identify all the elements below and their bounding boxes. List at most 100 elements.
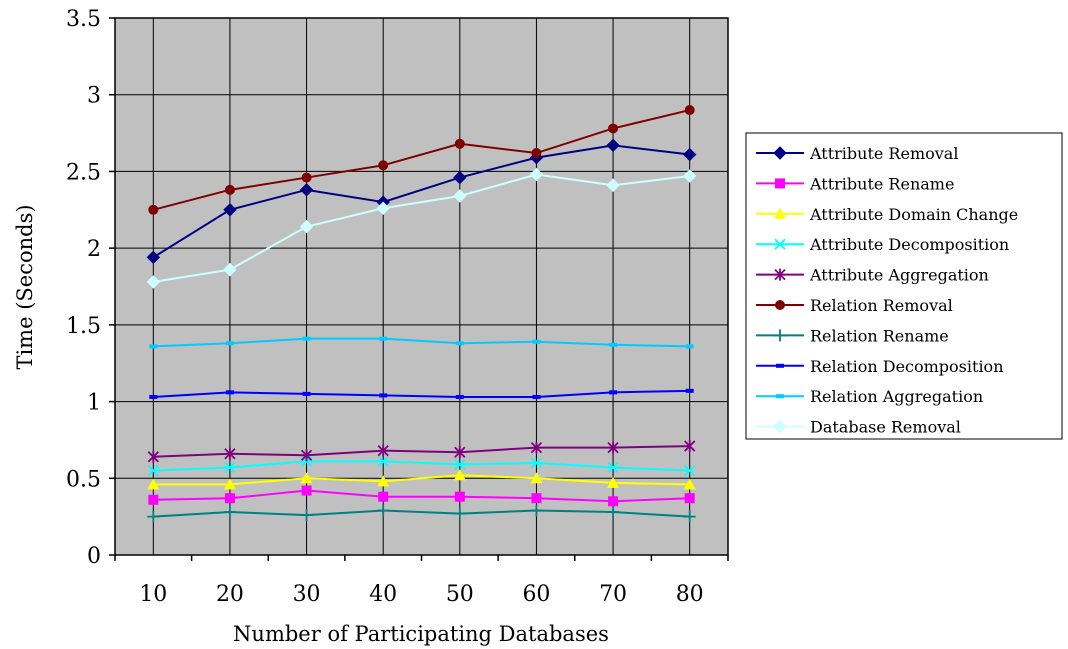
series-line [153,337,690,348]
data-point [379,336,388,341]
legend-item: Attribute Decomposition [756,235,1009,254]
data-point [530,472,543,484]
data-point [300,449,313,462]
series-line [153,460,690,472]
data-point [454,138,465,149]
series-attribute-rename [148,485,695,507]
data-point [223,506,236,519]
legend-marker [776,394,784,399]
legend-label: Attribute Rename [809,174,954,193]
series-relation-rename [147,504,696,523]
series-line [153,474,690,486]
y-tick-label: 2 [87,237,101,262]
data-point [148,204,159,215]
legend-marker [774,207,786,219]
legend: Attribute Removal Attribute Rename Attribu… [745,132,1063,440]
data-point [532,394,541,399]
x-tick-label: 50 [446,582,474,607]
data-point [609,342,618,347]
data-point [530,457,543,469]
series-relation-removal [148,105,695,215]
data-point [300,509,313,522]
data-point [530,504,543,517]
data-point [453,170,467,185]
series-attribute-aggregation [147,440,696,463]
y-tick-label: 0.5 [66,467,101,492]
data-point [225,390,234,395]
x-axis-title: Number of Participating Databases [233,622,609,646]
y-axis-title: Time (Seconds) [13,204,37,369]
legend-marker [773,419,787,434]
data-point [530,441,543,454]
data-point [223,478,236,490]
plot-area-background [115,18,728,555]
data-point [531,493,542,504]
legend-marker [776,363,784,368]
data-point [299,219,314,234]
series-attribute-domain-change [147,469,696,490]
data-point [223,262,237,277]
data-point [455,394,464,399]
legend-label: Database Removal [810,418,961,437]
legend-item: Attribute Aggregation [756,266,989,285]
data-point [685,344,694,349]
data-point [376,201,390,215]
data-point [223,203,237,217]
data-point [454,446,466,459]
data-point [147,510,160,523]
legend-item: Relation Decomposition [756,357,1004,376]
x-tick-label: 80 [676,582,704,607]
series-database-removal [146,167,697,289]
data-point [608,123,619,134]
data-point [609,390,618,395]
data-point [300,472,313,484]
data-point [224,184,235,195]
series-line [153,109,690,211]
data-point [148,494,159,505]
data-point [454,458,466,471]
series-line [153,445,690,458]
legend-item: Attribute Domain Change [756,205,1018,224]
data-point [377,504,390,517]
data-point [608,496,619,507]
data-point [149,394,158,399]
legend-item: Attribute Rename [756,174,954,193]
x-tick-label: 40 [369,582,397,607]
data-point [684,440,696,453]
y-tick-label: 1 [87,391,101,416]
data-point [531,148,542,159]
legend-item: Relation Aggregation [756,387,983,406]
legend-label: Relation Decomposition [810,357,1004,376]
series-line [153,173,690,283]
data-point [302,336,311,341]
data-point [454,491,465,502]
data-point [377,475,390,487]
data-point [301,172,312,183]
data-point [683,478,696,490]
data-point [532,339,541,344]
data-point [453,469,466,481]
y-tick-label: 1.5 [66,314,101,339]
data-point [455,341,464,346]
grid-lines [115,18,728,555]
data-point [607,506,620,519]
legend-label: Relation Removal [810,296,953,315]
legend-marker [774,238,786,250]
y-tick-label: 0 [87,544,101,569]
data-point [301,485,312,496]
series-relation-aggregation [149,336,694,349]
legend-marker [774,329,786,342]
legend-marker [773,146,787,160]
data-point [606,178,620,192]
data-point [299,183,314,197]
series-line [153,489,690,503]
data-point [683,510,696,523]
data-point [225,341,234,346]
series-line [153,509,690,518]
legend-label: Attribute Aggregation [809,266,989,285]
x-tick-label: 20 [216,582,244,607]
legend-item: Relation Rename [756,326,949,345]
x-tick-label: 70 [599,582,627,607]
x-tick-label: 60 [522,582,550,607]
